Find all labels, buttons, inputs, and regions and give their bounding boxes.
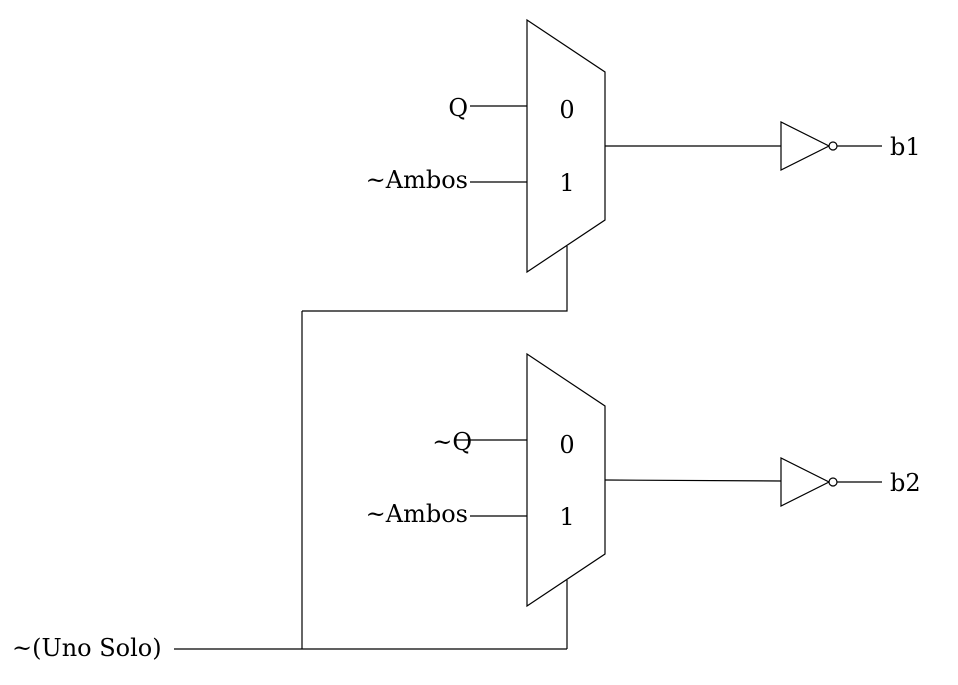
not-gate-top-bubble (828, 141, 838, 151)
output-b2-label: b2 (890, 469, 921, 497)
mux-bottom: 0 1 ~Q ~Ambos (366, 352, 782, 649)
not-gate-top-body (780, 121, 831, 171)
not-gate-bottom-bubble (828, 477, 838, 487)
mux-bottom-pin-0: 0 (559, 431, 574, 459)
mux-top-input0-label: Q (448, 94, 468, 122)
not-gate-bottom-body (780, 457, 831, 507)
mux-top-select-wire (302, 246, 568, 312)
mux-top-body (526, 18, 606, 274)
output-b1-label: b1 (890, 133, 921, 161)
mux-bottom-pin-1: 1 (559, 503, 574, 531)
mux-top-input1-label: ~Ambos (366, 166, 468, 194)
not-gate-top: b1 (780, 121, 921, 171)
select-input-label: ~(Uno Solo) (12, 634, 162, 662)
mux-bottom-input0-label: ~Q (432, 428, 472, 456)
mux-top-pin-0: 0 (559, 96, 574, 124)
mux-bottom-output-wire (604, 479, 782, 482)
mux-top-pin-1: 1 (559, 169, 574, 197)
mux-bottom-body (526, 352, 606, 608)
select-line: ~(Uno Solo) (12, 311, 567, 662)
mux-top: 0 1 Q ~Ambos (302, 18, 781, 312)
not-gate-bottom: b2 (780, 457, 921, 507)
mux-bottom-input1-label: ~Ambos (366, 500, 468, 528)
